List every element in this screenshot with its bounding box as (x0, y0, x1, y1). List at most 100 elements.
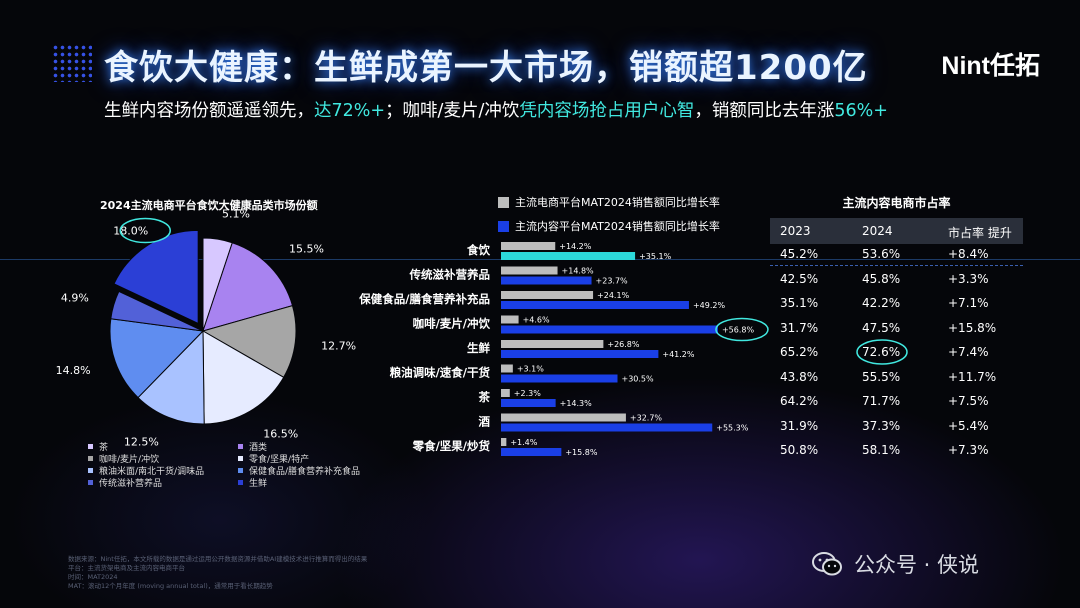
pie-slice (201, 304, 297, 379)
table-cell: +5.4% (948, 418, 989, 433)
legend-swatch-grey (498, 196, 509, 208)
col-header-2024: 2024 (862, 224, 893, 238)
table-cell: 43.8% (780, 369, 819, 384)
highlight-circle (119, 217, 171, 244)
table-cell: +15.8% (948, 320, 997, 335)
legend-label: 保健食品/膳食营养补充食品 (249, 467, 361, 477)
pie-legend-item: 粮油米面/南北干货/调味品 (88, 464, 204, 477)
pie-slice (110, 290, 204, 332)
table-cell: 47.5% (862, 320, 901, 335)
pie-slice (202, 242, 294, 332)
table-cell: +7.4% (948, 345, 989, 359)
table-cell: 72.6% (862, 345, 901, 359)
legend-label: 主流内容平台MAT2024销售额同比增长率 (515, 220, 720, 233)
bar-category-label: 酒 (479, 415, 491, 429)
bar-value-label: +15.8% (565, 448, 598, 457)
legend-label: 酒类 (249, 443, 268, 453)
pie-legend-item: 零食/坚果/特产 (238, 452, 309, 465)
footer-notes: 数据来源：Nint任拓，本文所载的数据是通过运用公开数据资源并借助AI建模技术进… (68, 555, 398, 591)
table-cell: 65.2% (780, 345, 819, 359)
bar-category-label: 粮油调味/速食/干货 (390, 366, 491, 380)
table-header: 2023 2024 市占率 提升 (770, 218, 1023, 244)
bar-value-label: +30.5% (622, 375, 655, 384)
table-cell: 37.3% (862, 418, 901, 433)
subtitle-text: 生鲜内容场份额遥遥领先， (104, 101, 314, 121)
legend-swatch-blue (498, 220, 509, 232)
bar-value-label: +49.2% (693, 301, 726, 310)
dot-grid-decoration (52, 44, 92, 82)
bar (501, 301, 689, 309)
footer-line: MAT：滚动12个月年度 (moving annual total)，通常用于看… (68, 582, 273, 590)
watermark: 公众号 · 侠说 (812, 549, 979, 579)
legend-label: 生鲜 (249, 479, 268, 489)
table-cell: 53.6% (862, 247, 901, 261)
table-cell: 42.5% (780, 271, 819, 286)
table-cell: 35.1% (780, 296, 819, 310)
bar-category-label: 传统滋补营养品 (409, 268, 491, 282)
legend-label: 粮油米面/南北干货/调味品 (99, 467, 205, 477)
bar (501, 374, 618, 383)
bar-category-label: 茶 (478, 390, 491, 404)
bar-value-label: +41.2% (662, 350, 695, 359)
subtitle-highlight: 达72%+ (314, 101, 386, 121)
legend-swatch (88, 468, 93, 473)
subtitle-highlight: 56%+ (834, 101, 888, 121)
table-cell: 45.2% (780, 247, 819, 261)
page-title: 食饮大健康：生鲜成第一大市场，销额超1200亿 (104, 48, 868, 88)
table-cell: +7.5% (948, 394, 989, 408)
bar-legend-item: 主流内容平台MAT2024销售额同比增长率 (498, 218, 720, 234)
bar (501, 276, 592, 285)
bar (501, 315, 519, 324)
table-divider-dashed (770, 265, 1023, 266)
table-cell: 42.2% (862, 296, 901, 310)
bar-category-label: 咖啡/麦片/冲饮 (413, 317, 491, 331)
footer-line: 时间：MAT2024 (68, 573, 118, 581)
legend-label: 咖啡/麦片/冲饮 (99, 455, 160, 465)
footer-line: 平台：主流货架电商及主流内容电商平台 (68, 564, 185, 572)
bar-value-label: +24.1% (597, 291, 630, 300)
pie-legend-item: 酒类 (238, 440, 267, 453)
bar (501, 340, 604, 348)
subtitle-text: ，销额同比去年涨 (694, 101, 835, 121)
bar-legend: 主流电商平台MAT2024销售额同比增长率 主流内容平台MAT2024销售额同比… (498, 194, 720, 242)
bar (501, 448, 562, 456)
legend-swatch (88, 444, 93, 449)
table-cell: +3.3% (948, 271, 989, 286)
legend-swatch (88, 480, 93, 485)
legend-swatch (238, 480, 243, 485)
bar-value-label: +32.7% (630, 414, 663, 423)
bar-category-label: 生鲜 (467, 341, 490, 355)
bar-value-label: +23.7% (596, 277, 629, 286)
pie-slice (137, 329, 205, 425)
table-cell: 71.7% (862, 394, 901, 408)
bar-value-label: +14.2% (559, 242, 592, 251)
bar-value-label: +4.6% (523, 316, 550, 325)
table-cell: +7.1% (948, 296, 989, 310)
subtitle: 生鲜内容场份额遥遥领先，达72%+；咖啡/麦片/冲饮凭内容场抢占用户心智，销额同… (104, 97, 888, 122)
bar-legend-item: 主流电商平台MAT2024销售额同比增长率 (498, 194, 720, 210)
wechat-icon (812, 552, 842, 576)
pie-slice (109, 318, 205, 399)
bar-category-label: 保健食品/膳食营养补充品 (358, 292, 490, 306)
bar-category-label: 零食/坚果/炒货 (412, 439, 491, 453)
pie-legend-item: 保健食品/膳食营养补充食品 (238, 464, 360, 477)
pie-slice-label: 12.7% (321, 340, 356, 353)
subtitle-highlight: 凭内容场抢占用户心智 (519, 101, 695, 121)
table-cell: +11.7% (948, 369, 997, 384)
footer-line: 数据来源：Nint任拓，本文所载的数据是通过运用公开数据资源并借助AI建模技术进… (68, 555, 368, 563)
table-cell: 50.8% (780, 443, 819, 457)
bar (501, 242, 556, 250)
pie-slice-label: 15.5% (289, 243, 324, 256)
bar-category-label: 食饮 (467, 243, 490, 257)
bar (501, 364, 513, 373)
pie-slice-label: 14.8% (56, 364, 91, 377)
table-cell: 45.8% (862, 271, 901, 286)
pie-legend-item: 传统滋补营养品 (88, 476, 162, 489)
bar (501, 413, 626, 422)
pie-slice-label: 12.5% (124, 436, 159, 449)
legend-label: 茶 (99, 443, 109, 453)
pie-legend-item: 生鲜 (238, 476, 267, 489)
highlight-circle (856, 339, 908, 365)
table-cell: +7.3% (948, 443, 989, 457)
